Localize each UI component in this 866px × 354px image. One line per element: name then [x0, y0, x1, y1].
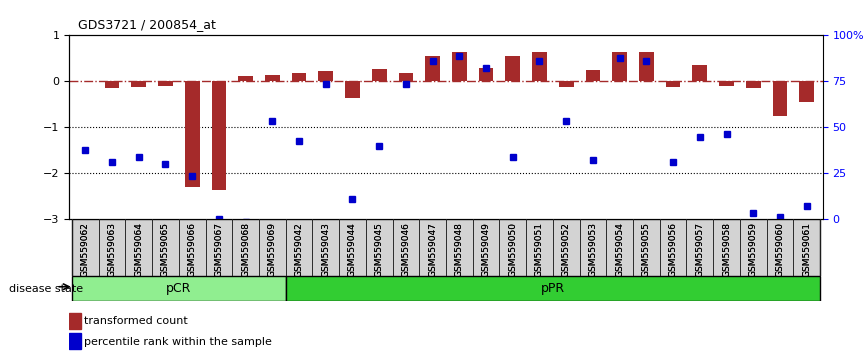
Text: GSM559058: GSM559058	[722, 222, 731, 277]
Text: GSM559044: GSM559044	[348, 222, 357, 277]
Text: GSM559066: GSM559066	[188, 222, 197, 277]
Bar	[319, 71, 333, 81]
Text: GSM559045: GSM559045	[375, 222, 384, 277]
Bar	[292, 73, 307, 81]
Text: GSM559048: GSM559048	[455, 222, 464, 277]
Text: GSM559044: GSM559044	[348, 222, 357, 277]
Bar	[105, 81, 120, 88]
Text: GSM559067: GSM559067	[215, 222, 223, 277]
Text: GSM559061: GSM559061	[802, 222, 811, 277]
FancyBboxPatch shape	[72, 276, 286, 301]
Bar	[69, 333, 81, 349]
Text: GSM559054: GSM559054	[615, 222, 624, 277]
Text: GSM559057: GSM559057	[695, 222, 704, 277]
Text: GSM559051: GSM559051	[535, 222, 544, 277]
Bar	[398, 73, 413, 81]
Text: GSM559067: GSM559067	[215, 222, 223, 277]
Bar	[532, 51, 546, 81]
FancyBboxPatch shape	[286, 276, 820, 301]
Text: GSM559068: GSM559068	[241, 222, 250, 277]
Bar	[452, 51, 467, 81]
Text: GSM559059: GSM559059	[749, 222, 758, 277]
Text: GSM559059: GSM559059	[749, 222, 758, 277]
Text: GSM559050: GSM559050	[508, 222, 517, 277]
Text: GSM559049: GSM559049	[481, 222, 490, 277]
Text: GSM559058: GSM559058	[722, 222, 731, 277]
Text: GSM559050: GSM559050	[508, 222, 517, 277]
Text: GSM559042: GSM559042	[294, 222, 304, 277]
Text: GSM559047: GSM559047	[428, 222, 437, 277]
Text: GSM559054: GSM559054	[615, 222, 624, 277]
Text: GSM559043: GSM559043	[321, 222, 330, 277]
Text: GSM559052: GSM559052	[562, 222, 571, 277]
Text: GSM559061: GSM559061	[802, 222, 811, 277]
Text: GSM559065: GSM559065	[161, 222, 170, 277]
Bar	[238, 76, 253, 81]
Text: GSM559056: GSM559056	[669, 222, 677, 277]
Bar	[346, 81, 360, 97]
Text: GSM559053: GSM559053	[588, 222, 598, 277]
Bar	[612, 51, 627, 81]
Bar	[639, 51, 654, 81]
Text: GSM559045: GSM559045	[375, 222, 384, 277]
Text: GSM559056: GSM559056	[669, 222, 677, 277]
Text: GSM559066: GSM559066	[188, 222, 197, 277]
Text: disease state: disease state	[9, 284, 83, 293]
Text: GSM559062: GSM559062	[81, 222, 90, 277]
Bar	[559, 81, 573, 87]
Text: GSM559057: GSM559057	[695, 222, 704, 277]
Text: GDS3721 / 200854_at: GDS3721 / 200854_at	[78, 18, 216, 31]
Text: GSM559069: GSM559069	[268, 222, 277, 277]
Bar	[479, 68, 494, 81]
Bar	[184, 81, 199, 187]
Text: GSM559052: GSM559052	[562, 222, 571, 277]
Bar	[425, 56, 440, 81]
Text: GSM559049: GSM559049	[481, 222, 490, 277]
Text: GSM559048: GSM559048	[455, 222, 464, 277]
Bar	[666, 81, 681, 87]
Text: GSM559063: GSM559063	[107, 222, 117, 277]
Text: GSM559051: GSM559051	[535, 222, 544, 277]
Bar	[585, 70, 600, 81]
Text: GSM559062: GSM559062	[81, 222, 90, 277]
Text: transformed count: transformed count	[84, 316, 188, 326]
Bar	[265, 74, 280, 81]
Bar	[132, 81, 146, 87]
Text: GSM559055: GSM559055	[642, 222, 651, 277]
Text: GSM559047: GSM559047	[428, 222, 437, 277]
Text: GSM559065: GSM559065	[161, 222, 170, 277]
Bar	[719, 81, 734, 86]
Text: pPR: pPR	[540, 282, 565, 295]
Bar	[799, 81, 814, 102]
Text: percentile rank within the sample: percentile rank within the sample	[84, 337, 272, 347]
Text: GSM559060: GSM559060	[775, 222, 785, 277]
Text: GSM559043: GSM559043	[321, 222, 330, 277]
Bar	[693, 65, 708, 81]
Text: GSM559064: GSM559064	[134, 222, 143, 277]
Text: GSM559046: GSM559046	[402, 222, 410, 277]
Bar	[69, 313, 81, 329]
Bar	[372, 69, 386, 81]
Text: GSM559069: GSM559069	[268, 222, 277, 277]
Text: GSM559068: GSM559068	[241, 222, 250, 277]
FancyBboxPatch shape	[72, 219, 820, 276]
Text: GSM559046: GSM559046	[402, 222, 410, 277]
Text: GSM559064: GSM559064	[134, 222, 143, 277]
Text: pCR: pCR	[166, 282, 191, 295]
Bar	[772, 81, 787, 116]
Text: GSM559055: GSM559055	[642, 222, 651, 277]
Text: GSM559042: GSM559042	[294, 222, 304, 277]
Text: GSM559063: GSM559063	[107, 222, 117, 277]
Bar	[746, 81, 760, 88]
Bar	[158, 81, 173, 86]
Bar	[506, 56, 520, 81]
Text: GSM559053: GSM559053	[588, 222, 598, 277]
Text: GSM559060: GSM559060	[775, 222, 785, 277]
Bar	[211, 81, 226, 189]
